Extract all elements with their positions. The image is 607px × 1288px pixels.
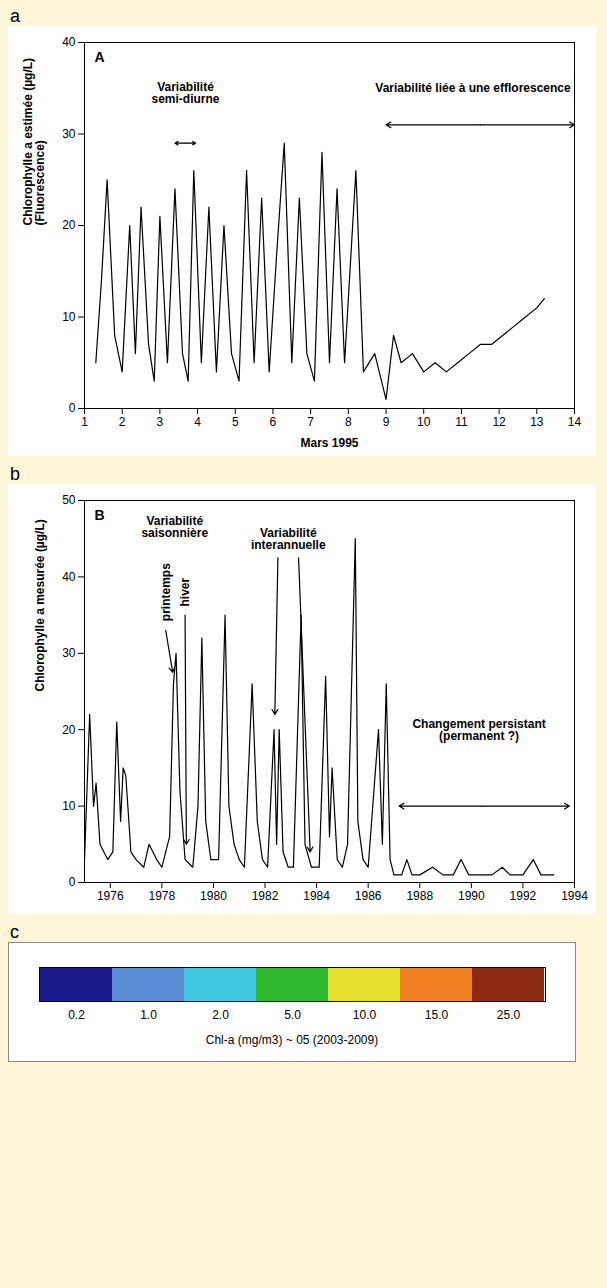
svg-text:1978: 1978: [149, 889, 176, 903]
svg-text:7: 7: [307, 415, 314, 429]
svg-text:9: 9: [383, 415, 390, 429]
svg-text:0: 0: [69, 875, 76, 889]
svg-text:25.0: 25.0: [497, 1008, 521, 1022]
svg-text:20: 20: [62, 723, 76, 737]
svg-text:2.0: 2.0: [212, 1008, 229, 1022]
svg-text:1992: 1992: [510, 889, 537, 903]
svg-text:13: 13: [530, 415, 544, 429]
svg-text:1982: 1982: [252, 889, 279, 903]
svg-text:40: 40: [62, 570, 76, 584]
svg-text:5: 5: [232, 415, 239, 429]
svg-text:A: A: [95, 49, 105, 65]
html-text:a: a: [10, 6, 20, 26]
svg-text:4: 4: [194, 415, 201, 429]
svg-text:1984: 1984: [303, 889, 330, 903]
svg-text:1980: 1980: [200, 889, 227, 903]
svg-text:1988: 1988: [406, 889, 433, 903]
svg-text:1: 1: [81, 415, 88, 429]
svg-text:1994: 1994: [561, 889, 588, 903]
svg-text:40: 40: [62, 35, 76, 49]
svg-text:10: 10: [62, 310, 76, 324]
svg-text:10.0: 10.0: [353, 1008, 377, 1022]
svg-text:Chlorophylle a mesurée (µg/L): Chlorophylle a mesurée (µg/L): [33, 519, 47, 691]
svg-text:10: 10: [417, 415, 431, 429]
html-text:b: b: [10, 464, 20, 484]
html-text:Chl-a (mg/m3) ~ 05 (2003-2009): Chl-a (mg/m3) ~ 05 (2003-2009): [205, 1033, 379, 1047]
svg-text:15.0: 15.0: [425, 1008, 449, 1022]
svg-text:Variabilitésemi-diurne: Variabilitésemi-diurne: [152, 80, 220, 106]
svg-text:30: 30: [62, 127, 76, 141]
svg-text:5.0: 5.0: [284, 1008, 301, 1022]
svg-text:3: 3: [157, 415, 164, 429]
svg-text:12: 12: [492, 415, 506, 429]
svg-text:14: 14: [568, 415, 582, 429]
svg-text:2: 2: [119, 415, 126, 429]
svg-text:10: 10: [62, 799, 76, 813]
html-text:c: c: [10, 922, 19, 942]
svg-text:Variabilitéinterannuelle: Variabilitéinterannuelle: [251, 526, 326, 552]
svg-text:8: 8: [345, 415, 352, 429]
svg-text:50: 50: [62, 493, 76, 507]
svg-text:1990: 1990: [458, 889, 485, 903]
svg-text:1.0: 1.0: [140, 1008, 157, 1022]
svg-text:1976: 1976: [97, 889, 124, 903]
svg-text:30: 30: [62, 646, 76, 660]
svg-text:Variabilité liée à une efflore: Variabilité liée à une efflorescence: [375, 81, 571, 95]
svg-text:0: 0: [69, 401, 76, 415]
svg-text:1986: 1986: [355, 889, 382, 903]
svg-text:Changement persistant(permanen: Changement persistant(permanent ?): [412, 717, 545, 743]
svg-text:20: 20: [62, 218, 76, 232]
svg-text:B: B: [95, 507, 105, 523]
svg-text:Mars 1995: Mars 1995: [300, 436, 358, 450]
svg-text:Variabilitésaisonnière: Variabilitésaisonnière: [141, 514, 208, 540]
svg-text:Chlorophylle a estimée (µg/L)(: Chlorophylle a estimée (µg/L)(Fluorescen…: [21, 58, 47, 226]
svg-text:0.2: 0.2: [68, 1008, 85, 1022]
svg-text:11: 11: [455, 415, 468, 429]
svg-text:hiver: hiver: [178, 578, 192, 607]
svg-text:printemps: printemps: [159, 563, 173, 621]
svg-text:6: 6: [270, 415, 277, 429]
